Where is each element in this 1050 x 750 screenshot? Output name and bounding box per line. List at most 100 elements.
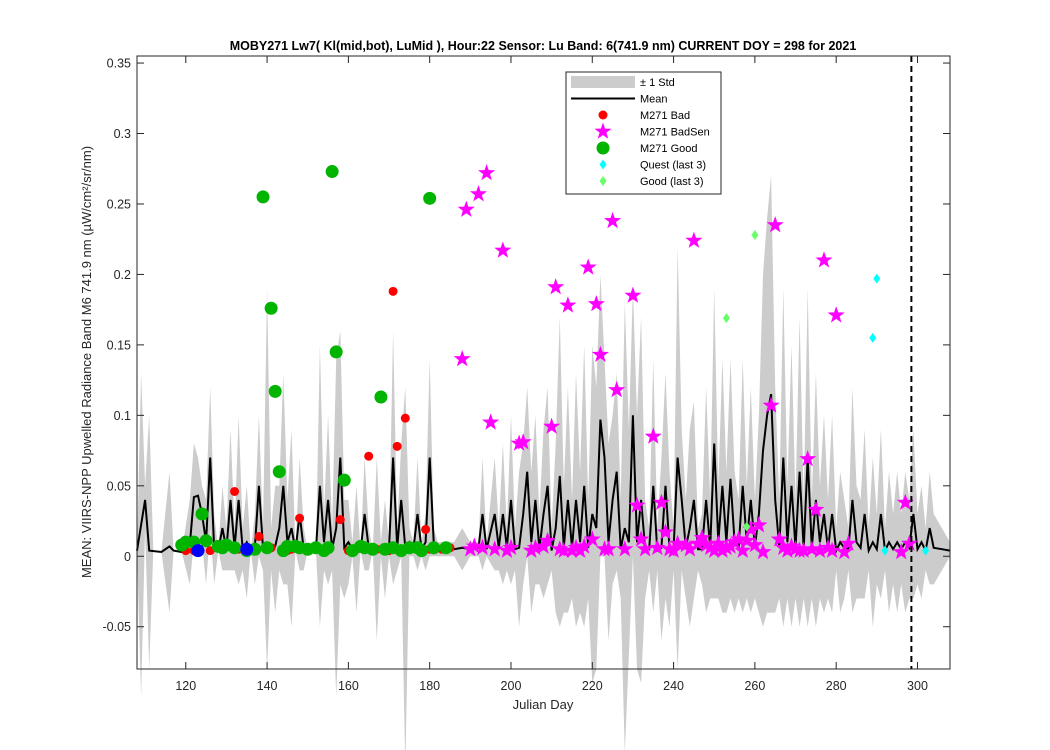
bad-point (335, 515, 345, 525)
badsen-point (815, 251, 833, 268)
y-tick-label: 0.1 (114, 409, 131, 423)
badsen-point (636, 540, 654, 557)
badsen-point (681, 540, 699, 557)
bad-point (421, 524, 431, 534)
legend-box (565, 71, 722, 195)
x-tick-label: 300 (907, 679, 928, 693)
badsen-point (616, 540, 634, 557)
y-tick-label: 0.05 (107, 479, 131, 493)
good-point (199, 534, 213, 548)
badsen-point (738, 531, 756, 548)
x-tick-label: 180 (419, 679, 440, 693)
markers-layer (175, 164, 930, 560)
badsen-point (823, 541, 841, 558)
badsen-point (522, 541, 540, 558)
blue-point (240, 542, 254, 556)
good-point (337, 473, 351, 487)
legend-badsen-swatch (594, 122, 612, 139)
badsen-point (587, 295, 605, 312)
legend-label-std: ± 1 Std (640, 77, 675, 89)
x-tick-label: 160 (338, 679, 359, 693)
legend-label-quest3: Quest (last 3) (640, 160, 706, 172)
good-point (329, 345, 343, 359)
badsen-point (563, 541, 581, 558)
badsen-point (600, 540, 618, 557)
badsen-point (539, 531, 557, 548)
good-point (321, 541, 335, 555)
badsen-point (693, 528, 711, 546)
badsen-point (502, 538, 520, 556)
badsen-point (726, 533, 744, 550)
badsen-point (514, 433, 532, 450)
y-tick-label: -0.05 (103, 620, 132, 634)
legend-label-mean: Mean (640, 94, 668, 106)
badsen-point (591, 345, 609, 362)
badsen-point (482, 413, 500, 430)
badsen-point (677, 536, 695, 553)
y-tick-label: 0.3 (114, 127, 131, 141)
badsen-point (469, 185, 487, 202)
badsen-point (746, 536, 764, 553)
badsen-point (624, 286, 642, 303)
y-tick-label: 0.25 (107, 197, 131, 211)
bad-point (230, 486, 240, 496)
badsen-point (644, 427, 662, 444)
badsen-point (713, 541, 731, 558)
badsen-point (628, 496, 646, 513)
badsen-point (575, 537, 593, 554)
badsen-point (632, 530, 650, 547)
legend-label-bad: M271 Bad (640, 110, 690, 122)
good-point (264, 301, 278, 315)
ticks-layer: 120 140 160 180 200 220 240 260 280 300 -0.05 0 0.05… (103, 56, 950, 693)
legend-std-swatch (571, 76, 635, 88)
badsen-point (730, 530, 748, 547)
good-last3-point (743, 521, 751, 532)
quest-last3-point (881, 545, 889, 556)
quest-last3-point (869, 332, 877, 343)
x-tick-label: 200 (501, 679, 522, 693)
badsen-point (697, 536, 715, 553)
badsen-point (608, 381, 626, 398)
badsen-point (892, 543, 910, 560)
x-axis-label: Julian Day (513, 697, 574, 712)
bad-point (295, 513, 305, 523)
badsen-point (465, 537, 483, 554)
badsen-point (555, 541, 573, 558)
bad-point (392, 441, 402, 451)
good-point (268, 384, 282, 398)
good-point (228, 541, 242, 555)
chart-title: MOBY271 Lw7( Kl(mid,bot), LuMid ), Hour:… (230, 39, 857, 53)
badsen-point (486, 540, 504, 557)
bad-point (388, 286, 398, 296)
std-band (137, 175, 950, 750)
y-tick-label: 0.2 (114, 268, 131, 282)
x-tick-label: 220 (582, 679, 603, 693)
x-tick-label: 280 (826, 679, 847, 693)
bad-point (400, 413, 410, 423)
badsen-point (742, 520, 760, 537)
badsen-point (453, 350, 471, 367)
badsen-point (811, 541, 829, 558)
bad-point (364, 451, 374, 461)
badsen-point (734, 541, 752, 558)
good-point (325, 165, 339, 179)
good-point (256, 190, 270, 204)
good-point (272, 465, 286, 479)
badsen-point (770, 530, 788, 547)
legend-label-good: M271 Good (640, 143, 697, 155)
badsen-point (827, 306, 845, 323)
y-tick-label: 0 (124, 550, 131, 564)
legend-bad-swatch (598, 110, 608, 120)
blue-point (191, 544, 205, 558)
badsen-point (803, 540, 821, 557)
badsen-point (526, 538, 544, 556)
good-last3-point (722, 313, 730, 324)
badsen-point (762, 396, 780, 413)
badsen-point (478, 164, 496, 181)
good-point (260, 541, 274, 555)
badsen-point (807, 500, 825, 517)
good-point (366, 542, 380, 556)
legend-good3-swatch (599, 176, 607, 186)
legend-good-swatch (596, 141, 610, 155)
